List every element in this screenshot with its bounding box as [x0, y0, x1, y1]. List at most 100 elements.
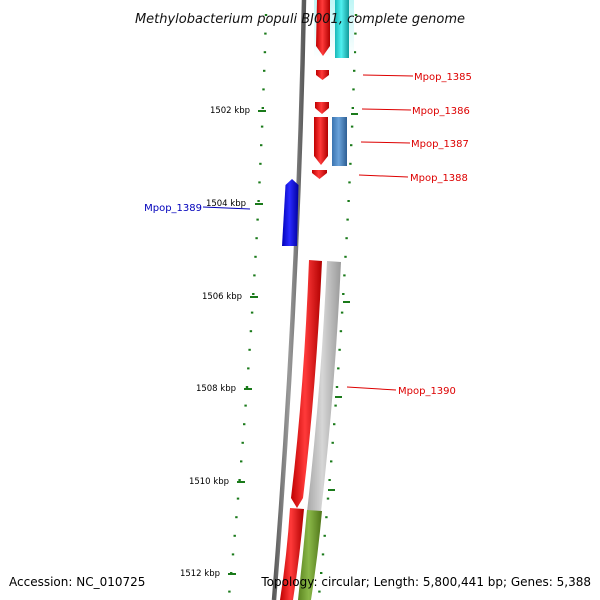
cyan-cds-top[interactable] [335, 0, 349, 58]
minor-tick [262, 88, 265, 91]
minor-tick [236, 497, 240, 500]
minor-tick [244, 404, 247, 407]
minor-tick [347, 200, 350, 202]
red-cds-mpop-1385[interactable] [316, 70, 329, 80]
minor-tick [243, 423, 246, 426]
minor-tick [240, 460, 243, 463]
minor-tick [321, 553, 325, 556]
minor-tick [263, 69, 266, 72]
minor-tick [260, 125, 264, 128]
gene-label-mpop-1389[interactable]: Mpop_1389 [144, 203, 202, 214]
olive-cds-bottom[interactable] [298, 510, 322, 600]
red-cds-top[interactable] [316, 0, 330, 56]
steel-blue-cds-mpop-1387[interactable] [332, 117, 347, 166]
minor-tick [228, 590, 231, 593]
minor-tick [256, 218, 259, 221]
minor-tick [345, 237, 348, 240]
minor-tick [354, 14, 358, 16]
minor-tick [342, 293, 345, 295]
blue-cds-mpop-1389[interactable] [282, 179, 299, 246]
red-cds-long[interactable] [291, 260, 322, 508]
minor-tick [238, 479, 241, 481]
leader-mpop-1386 [361, 108, 412, 111]
minor-tick [231, 553, 235, 556]
red-cds-mpop-1387[interactable] [314, 117, 328, 165]
red-cds-bottom[interactable] [280, 508, 304, 600]
label-leaders [202, 74, 414, 391]
minor-tick [334, 404, 337, 407]
map-title: Methylobacterium populi BJ001, complete … [135, 12, 465, 27]
minor-tick [264, 14, 268, 16]
gene-label-mpop-1387[interactable]: Mpop_1387 [411, 139, 469, 150]
red-cds-mpop-1386[interactable] [315, 102, 329, 114]
minor-tick [248, 348, 251, 351]
minor-tick [338, 348, 341, 351]
minor-tick [241, 441, 244, 444]
minor-tick [337, 367, 340, 370]
minor-tick [318, 590, 321, 593]
leader-mpop-1387 [360, 141, 411, 144]
minor-tick [245, 386, 249, 388]
gene-label-mpop-1385[interactable]: Mpop_1385 [414, 72, 472, 83]
minor-tick [325, 516, 328, 519]
leader-mpop-1388 [358, 174, 409, 178]
minor-tick [260, 144, 263, 147]
minor-tick [350, 144, 353, 147]
minor-tick [339, 330, 343, 333]
minor-tick [335, 386, 339, 388]
minor-tick [255, 237, 258, 240]
gene-label-mpop-1388[interactable]: Mpop_1388 [410, 173, 468, 184]
minor-tick [349, 162, 352, 165]
minor-tick [331, 441, 334, 444]
tick-label-1508: 1508 kbp [196, 384, 236, 394]
gene-label-mpop-1386[interactable]: Mpop_1386 [412, 106, 470, 117]
minor-tick [320, 572, 323, 574]
features [280, 0, 354, 600]
minor-tick [264, 32, 267, 35]
summary-text: Topology: circular; Length: 5,800,441 bp… [260, 575, 591, 589]
accession-text: Accession: NC_010725 [9, 575, 145, 589]
tick-label-1506: 1506 kbp [202, 292, 242, 302]
minor-tick [330, 460, 333, 463]
minor-tick [343, 274, 346, 277]
minor-tick [352, 88, 355, 91]
minor-tick [328, 479, 331, 481]
minor-tick [235, 516, 238, 519]
minor-tick [351, 107, 354, 109]
minor-tick [249, 330, 253, 333]
tick-label-1512: 1512 kbp [180, 569, 220, 579]
minor-tick [344, 255, 347, 258]
leader-mpop-1390 [346, 386, 397, 391]
minor-tick [233, 534, 236, 537]
minor-tick [261, 107, 264, 109]
minor-tick [250, 311, 254, 314]
minor-tick [350, 125, 354, 128]
gray-cds-mpop-1390[interactable] [307, 261, 341, 512]
minor-tick [353, 51, 357, 54]
minor-tick [257, 200, 260, 202]
inner-tick-track [228, 14, 268, 593]
leader-mpop-1389 [202, 206, 251, 210]
minor-tick [340, 311, 344, 314]
outer-major-ticks [328, 113, 358, 491]
ruler-ticks: 1502 kbp 1504 kbp 1506 kbp 1508 kbp 1510… [180, 106, 266, 579]
minor-tick [258, 181, 261, 184]
minor-tick [254, 255, 257, 258]
minor-tick [263, 51, 267, 54]
minor-tick [333, 423, 336, 426]
minor-tick [247, 367, 250, 370]
gene-labels: Mpop_1385 Mpop_1386 Mpop_1387 Mpop_1388 … [144, 72, 472, 397]
outer-tick-track [318, 14, 358, 593]
minor-tick [326, 497, 330, 500]
minor-tick [259, 162, 262, 165]
tick-label-1510: 1510 kbp [189, 477, 229, 487]
minor-tick [346, 218, 349, 221]
leader-mpop-1385 [362, 74, 414, 77]
gene-label-mpop-1390[interactable]: Mpop_1390 [398, 386, 456, 397]
red-cds-mpop-1388[interactable] [312, 170, 327, 179]
minor-tick [252, 293, 255, 295]
minor-tick [253, 274, 256, 277]
minor-tick [353, 69, 356, 72]
